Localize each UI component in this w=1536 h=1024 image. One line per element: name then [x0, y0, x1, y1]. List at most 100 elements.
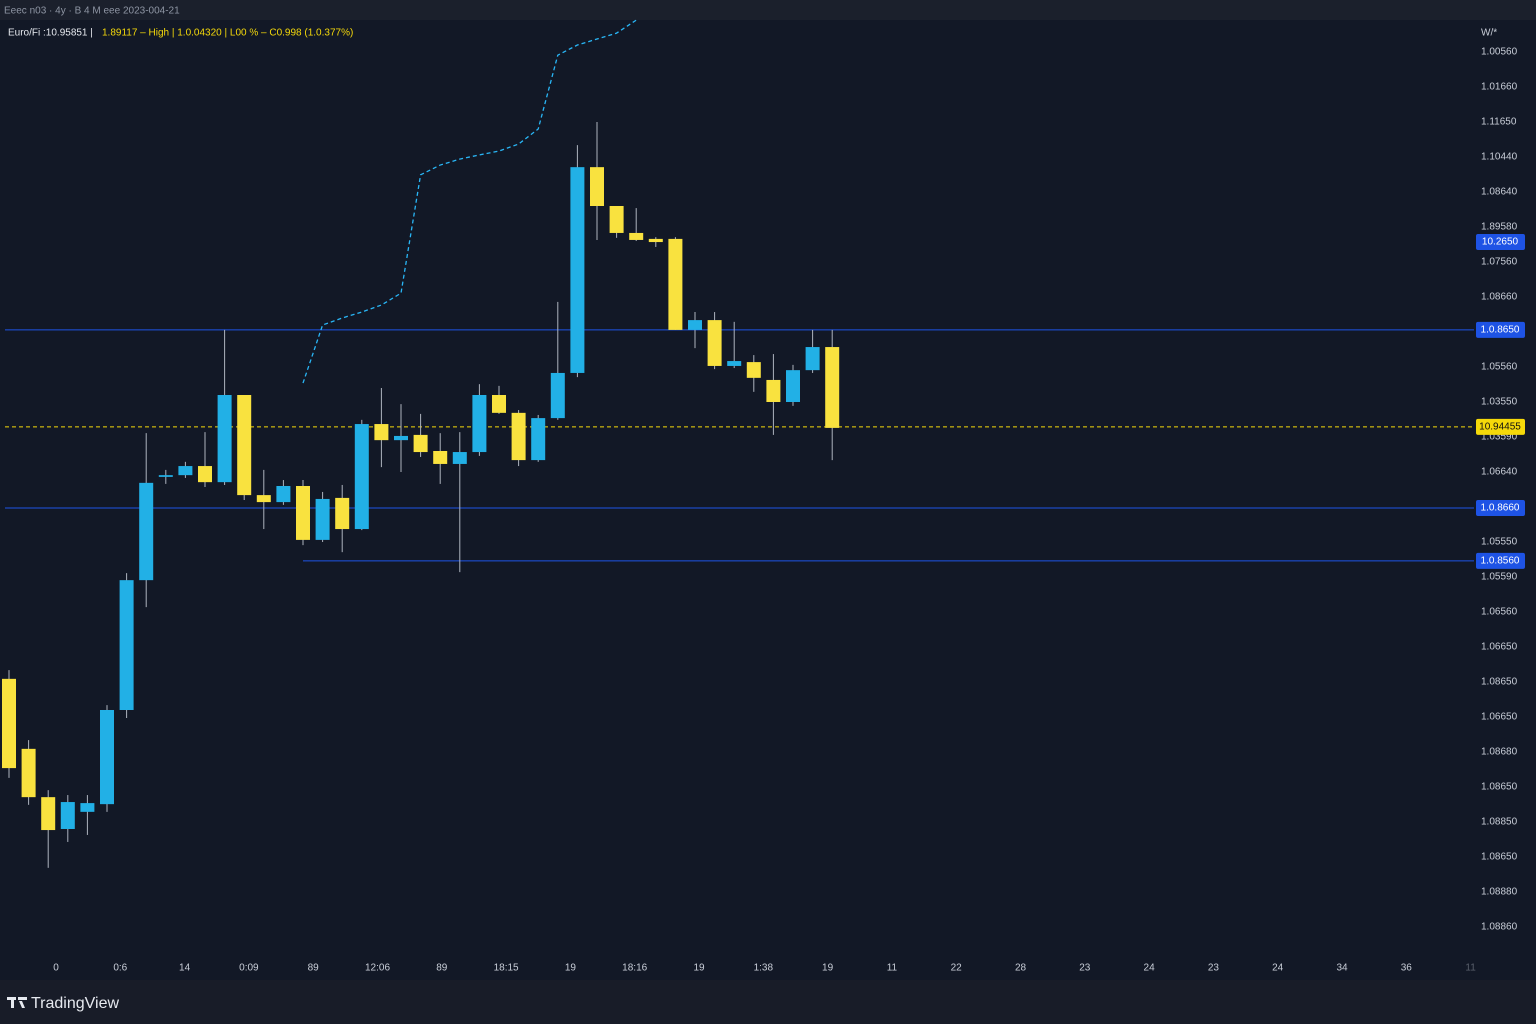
x-tick-label: 22	[951, 963, 963, 974]
candle-body	[550, 372, 565, 419]
candle-body	[2, 678, 16, 769]
candle-body	[296, 486, 310, 540]
candle-body	[825, 347, 840, 428]
candle-body	[609, 206, 624, 233]
header: Eeec n03 · 4y · B 4 M eee 2023-004-21	[4, 6, 180, 17]
price-badge	[1476, 321, 1525, 338]
price-badge-label: 10.94455	[1479, 421, 1521, 432]
brand[interactable]: TradingView	[31, 995, 119, 1012]
x-tick-label: 89	[308, 963, 320, 974]
y-axis-title: W/*	[1481, 28, 1497, 39]
x-tick-label: 24	[1272, 963, 1284, 974]
y-tick-label: 1.03590	[1481, 432, 1518, 443]
y-tick-label: 1.05550	[1481, 537, 1518, 548]
price-badge	[1476, 500, 1525, 517]
candle-body	[256, 495, 271, 503]
y-tick-label: 1.03550	[1481, 397, 1518, 408]
x-tick-label: 23	[1079, 963, 1091, 974]
price-badge-label: 1.0.8650	[1481, 325, 1520, 336]
y-tick-label: 1.07560	[1481, 257, 1518, 268]
price-badge-label: 1.0.8560	[1481, 556, 1520, 567]
y-tick-label: 1.06640	[1481, 467, 1518, 478]
candle-body	[511, 412, 526, 461]
candle-body	[178, 466, 193, 476]
x-tick-label: 19	[693, 963, 705, 974]
price-badge-label: 1.0.8660	[1481, 503, 1520, 514]
x-tick-label: 0:09	[239, 963, 259, 974]
candle-body	[374, 424, 389, 441]
candle-body	[727, 361, 742, 366]
x-tick-label: 89	[436, 963, 448, 974]
x-tick-label: 11	[1465, 963, 1476, 974]
candle-body	[315, 498, 330, 540]
price-badge	[1476, 234, 1525, 251]
y-tick-label: 1.10440	[1481, 152, 1518, 163]
x-tick-label: 0	[53, 963, 59, 974]
bottom-bar	[0, 980, 1536, 1024]
price-badge	[1476, 418, 1525, 435]
candle-body	[786, 370, 800, 402]
y-tick-label: 1.08860	[1481, 922, 1518, 933]
y-tick-label: 1.08880	[1481, 887, 1518, 898]
candle-body	[21, 748, 36, 798]
y-tick-label: 1.06650	[1481, 712, 1518, 723]
candle-body	[452, 452, 467, 464]
candle-body	[100, 710, 114, 805]
x-tick-label: 24	[1144, 963, 1156, 974]
candle-body	[354, 424, 369, 530]
candle-body	[237, 395, 252, 496]
top-bar	[0, 0, 1536, 20]
y-tick-label: 1.89580	[1481, 222, 1518, 233]
candle-body	[766, 379, 781, 402]
x-tick-label: 19	[822, 963, 834, 974]
y-tick-label: 1.06650	[1481, 642, 1518, 653]
y-tick-label: 1.05590	[1481, 572, 1518, 583]
y-tick-label: 1.06560	[1481, 607, 1518, 618]
candle-body	[80, 803, 95, 812]
candle-body	[198, 466, 212, 483]
legend-symbol: Euro/Fi :10.95851 |	[8, 28, 93, 39]
y-tick-label: 1.08850	[1481, 817, 1518, 828]
x-tick-label: 18:16	[622, 963, 647, 974]
candle-body	[570, 167, 585, 373]
price-badge	[1476, 552, 1525, 569]
x-tick-label: 1:38	[754, 963, 774, 974]
y-tick-label: 1.00560	[1481, 47, 1518, 58]
y-tick-label: 1.11650	[1481, 117, 1517, 128]
candle-body	[41, 797, 56, 831]
candle-body	[60, 802, 75, 829]
candle-body	[394, 435, 408, 441]
candle-body	[688, 320, 702, 330]
candle-body	[590, 167, 604, 206]
y-tick-label: 1.08640	[1481, 187, 1518, 198]
candle-body	[492, 395, 506, 413]
candle-body	[707, 320, 722, 366]
x-tick-label: 0:6	[113, 963, 127, 974]
tv-logo	[7, 997, 27, 1008]
candle-body	[413, 434, 428, 453]
indicator-line	[302, 19, 637, 384]
x-tick-label: 14	[179, 963, 191, 974]
candle-body	[668, 238, 683, 330]
y-tick-label: 1.08650	[1481, 677, 1518, 688]
candle-body	[472, 395, 487, 453]
x-tick-label: 18:15	[494, 963, 519, 974]
y-tick-label: 1.08660	[1481, 292, 1518, 303]
y-tick-label: 1.08680	[1481, 747, 1518, 758]
candle-body	[629, 232, 644, 240]
candle-body	[119, 580, 134, 710]
candle-body	[158, 475, 173, 477]
x-tick-label: 34	[1336, 963, 1348, 974]
x-tick-label: 12:06	[365, 963, 390, 974]
y-tick-label: 1.01660	[1481, 82, 1518, 93]
candle-body	[217, 395, 232, 483]
x-tick-label: 36	[1401, 963, 1413, 974]
candle-body	[805, 347, 820, 371]
legend-details: 1.89117 – High | 1.0.04320 | L00 % – C0.…	[102, 28, 353, 39]
candle-body	[276, 486, 291, 503]
candle-body	[746, 362, 761, 378]
x-tick-label: 28	[1015, 963, 1027, 974]
